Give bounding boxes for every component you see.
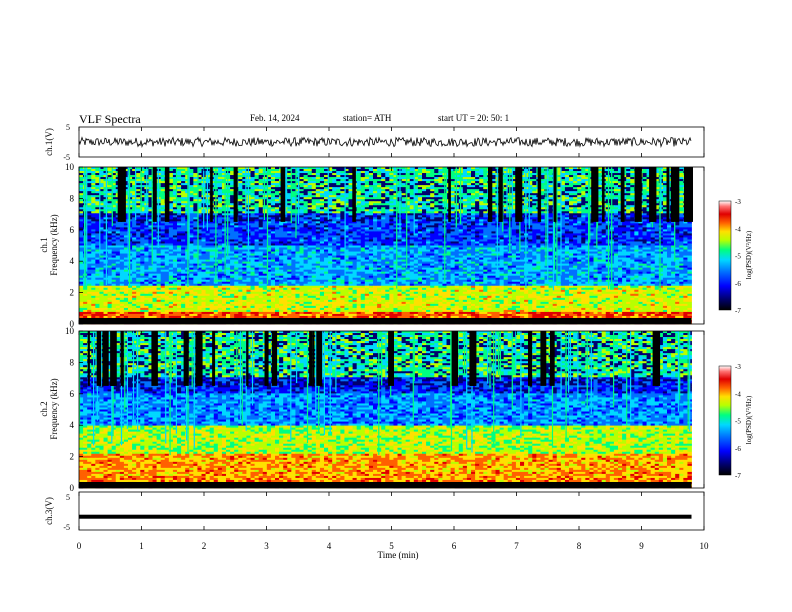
ch1-ytick-5: 5 bbox=[66, 123, 70, 132]
ch1-waveform-frame bbox=[79, 127, 704, 157]
ch1-ytick-neg5: -5 bbox=[63, 153, 70, 162]
ch1-spectrogram-heatmap bbox=[79, 167, 693, 324]
ch1-waveform-line bbox=[79, 138, 691, 147]
ch1-waveform-panel: 5 -5 ch.1(V) bbox=[44, 123, 704, 162]
ch1-ylabel: ch.1(V) bbox=[44, 128, 54, 156]
vlf-spectra-figure: 5 -5 ch.1(V) 0246810 ch.1 Frequency (kHz… bbox=[0, 0, 792, 612]
